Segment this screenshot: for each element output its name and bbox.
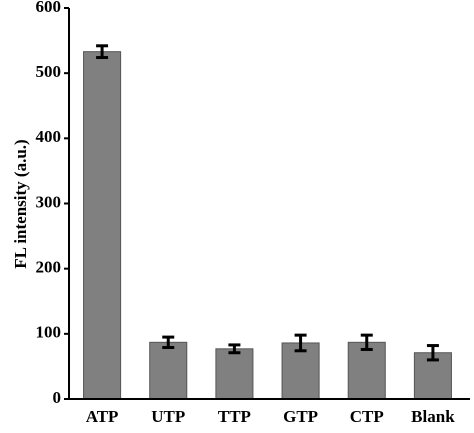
error-bar (360, 333, 373, 351)
bar (83, 51, 122, 400)
y-tick-label: 100 (36, 323, 62, 342)
x-tick-label: CTP (350, 407, 384, 426)
y-axis-label: FL intensity (a.u.) (11, 139, 30, 268)
y-tick-label: 0 (53, 388, 62, 407)
error-bar (162, 335, 175, 350)
error-bar (426, 344, 439, 362)
error-bar (294, 333, 307, 353)
y-tick-label: 300 (36, 192, 62, 211)
error-bar (96, 44, 109, 60)
x-tick-label: TTP (218, 407, 251, 426)
error-bar (228, 343, 241, 355)
y-tick-label: 400 (36, 127, 62, 146)
bar (347, 341, 386, 400)
x-tick-label: ATP (86, 407, 119, 426)
bar (149, 341, 188, 400)
x-tick-label: GTP (283, 407, 318, 426)
bar (215, 348, 254, 400)
y-tick-label: 200 (36, 258, 62, 277)
x-tick-label: UTP (151, 407, 185, 426)
y-tick-label: 500 (36, 62, 62, 81)
x-tick-label: Blank (411, 407, 455, 426)
y-tick-label: 600 (36, 0, 62, 16)
